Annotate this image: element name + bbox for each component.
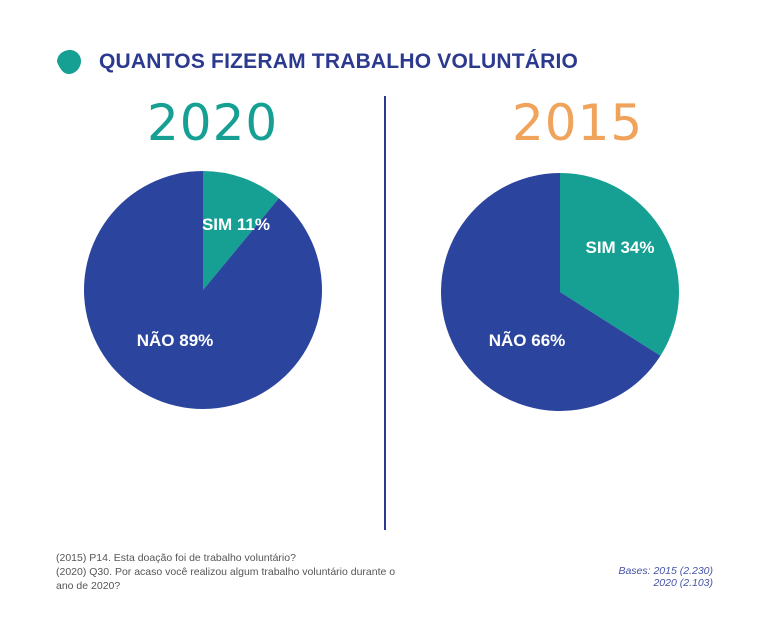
pie-slice-sim bbox=[560, 173, 679, 356]
pie-slice-nao bbox=[441, 173, 661, 411]
slice-label-nao: NÃO 89% bbox=[137, 330, 214, 350]
footnotes: (2015) P14. Esta doação foi de trabalho … bbox=[56, 551, 416, 593]
footnote-line: (2020) Q30. Por acaso você realizou algu… bbox=[56, 566, 396, 578]
drop-icon bbox=[57, 50, 81, 74]
bases-note: Bases: 2015 (2.230) 2020 (2.103) bbox=[618, 565, 713, 589]
chart-title: QUANTOS FIZERAM TRABALHO VOLUNTÁRIO bbox=[99, 50, 579, 73]
slice-label-sim: SIM 11% bbox=[202, 215, 270, 234]
pie-slice-nao bbox=[84, 171, 322, 409]
footnote-line: (2015) P14. Esta doação foi de trabalho … bbox=[56, 552, 296, 564]
pie-slice-sim bbox=[203, 171, 279, 290]
year-label-2015: 2015 bbox=[512, 94, 644, 152]
divider bbox=[384, 96, 386, 530]
bases-2020: 2020 (2.103) bbox=[653, 577, 713, 589]
bases-2015: Bases: 2015 (2.230) bbox=[618, 565, 713, 577]
slice-label-nao: NÃO 66% bbox=[489, 330, 566, 350]
year-label-2020: 2020 bbox=[147, 94, 279, 152]
slice-label-sim: SIM 34% bbox=[586, 238, 655, 257]
footnote-line: ano de 2020? bbox=[56, 580, 121, 592]
